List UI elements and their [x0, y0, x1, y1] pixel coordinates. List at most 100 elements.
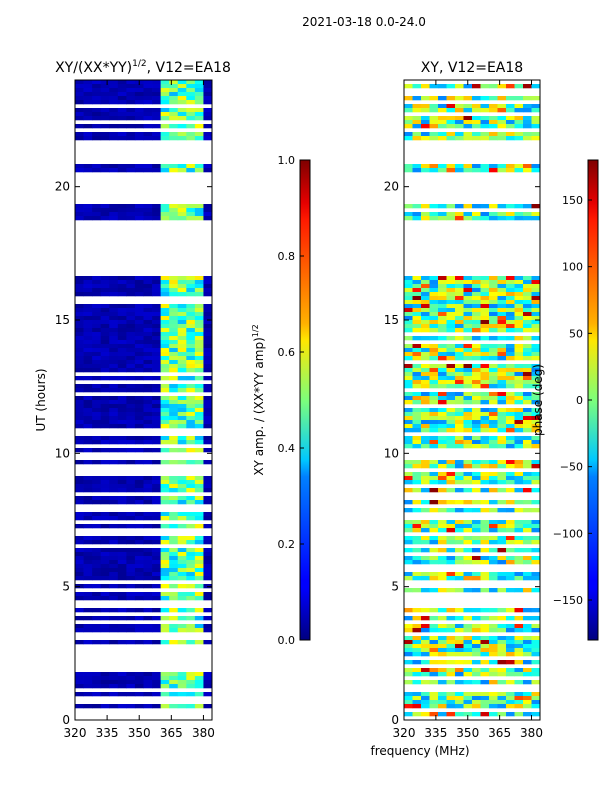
heatmap-cell — [404, 472, 413, 477]
heatmap-cell — [472, 376, 481, 381]
heatmap-cell — [404, 324, 413, 329]
heatmap-cell — [143, 168, 153, 173]
heatmap-cell — [404, 680, 413, 685]
heatmap-cell — [455, 164, 464, 169]
heatmap-cell — [480, 108, 490, 113]
heatmap-cell — [117, 424, 127, 429]
heatmap-cell — [152, 576, 162, 581]
heatmap-cell — [126, 332, 136, 337]
heatmap-cell — [100, 524, 110, 529]
heatmap-cell — [404, 672, 413, 677]
heatmap-cell — [429, 480, 439, 485]
heatmap-cell — [143, 108, 153, 113]
heatmap-cell — [83, 96, 93, 101]
heatmap-cell — [169, 204, 179, 209]
heatmap-cell — [169, 168, 179, 173]
heatmap-cell — [169, 116, 179, 121]
heatmap-cell — [92, 536, 102, 541]
heatmap-cell — [514, 380, 524, 385]
heatmap-cell — [523, 368, 532, 373]
heatmap-cell — [523, 380, 532, 385]
heatmap-cell — [497, 316, 507, 321]
heatmap-cell — [75, 624, 84, 629]
heatmap-cell — [455, 212, 464, 217]
heatmap-cell — [438, 116, 447, 121]
heatmap-cell — [404, 408, 413, 413]
heatmap-cell — [412, 108, 422, 113]
heatmap-cell — [497, 304, 507, 309]
heatmap-cell — [194, 608, 204, 613]
heatmap-cell — [143, 304, 153, 309]
heatmap-cell — [480, 120, 490, 125]
heatmap-cell — [143, 396, 153, 401]
heatmap-cell — [186, 352, 196, 357]
heatmap-cell — [412, 316, 422, 321]
heatmap-cell — [404, 288, 413, 293]
heatmap-cell — [480, 704, 490, 709]
heatmap-cell — [480, 400, 490, 405]
heatmap-cell — [152, 416, 162, 421]
heatmap-cell — [523, 352, 532, 357]
heatmap-cell — [429, 556, 439, 561]
heatmap-cell — [404, 616, 413, 621]
heatmap-cell — [438, 104, 447, 109]
heatmap-cell — [126, 80, 136, 85]
heatmap-cell — [412, 120, 422, 125]
heatmap-cell — [472, 204, 481, 209]
heatmap-cell — [480, 136, 490, 141]
heatmap-cell — [194, 672, 204, 677]
heatmap-cell — [160, 672, 170, 677]
heatmap-cell — [194, 80, 204, 85]
heatmap-cell — [497, 364, 507, 369]
heatmap-cell — [100, 672, 110, 677]
heatmap-cell — [92, 608, 102, 613]
heatmap-cell — [152, 288, 162, 293]
heatmap-cell — [117, 676, 127, 681]
heatmap-cell — [169, 676, 179, 681]
heatmap-cell — [514, 528, 524, 533]
heatmap-cell — [194, 112, 204, 117]
heatmap-cell — [92, 312, 102, 317]
heatmap-cell — [497, 508, 507, 513]
heatmap-cell — [152, 276, 162, 281]
heatmap-cell — [463, 356, 473, 361]
heatmap-cell — [429, 384, 439, 389]
heatmap-cell — [126, 388, 136, 393]
heatmap-cell — [177, 324, 187, 329]
heatmap-cell — [489, 428, 498, 433]
heatmap-cell — [75, 548, 84, 553]
heatmap-cell — [75, 108, 84, 113]
heatmap-cell — [472, 548, 481, 553]
heatmap-cell — [531, 124, 541, 129]
heatmap-cell — [489, 168, 498, 173]
heatmap-cell — [152, 88, 162, 93]
heatmap-cell — [109, 684, 119, 689]
heatmap-cell — [489, 120, 498, 125]
heatmap-cell — [438, 136, 447, 141]
heatmap-cell — [186, 576, 196, 581]
heatmap-cell — [412, 300, 422, 305]
heatmap-cell — [75, 412, 84, 417]
heatmap-cell — [480, 104, 490, 109]
heatmap-cell — [169, 556, 179, 561]
heatmap-cell — [177, 344, 187, 349]
heatmap-cell — [489, 644, 498, 649]
heatmap-cell — [489, 444, 498, 449]
heatmap-cell — [126, 364, 136, 369]
heatmap-cell — [186, 684, 196, 689]
heatmap-cell — [489, 392, 498, 397]
heatmap-cell — [117, 108, 127, 113]
heatmap-cell — [100, 404, 110, 409]
heatmap-cell — [92, 672, 102, 677]
heatmap-cell — [489, 628, 498, 633]
heatmap-cell — [75, 584, 84, 589]
heatmap-cell — [169, 92, 179, 97]
heatmap-cell — [421, 352, 430, 357]
heatmap-cell — [117, 348, 127, 353]
heatmap-cell — [531, 304, 541, 309]
heatmap-cell — [429, 420, 439, 425]
heatmap-cell — [455, 216, 464, 221]
heatmap-cell — [446, 444, 456, 449]
heatmap-cell — [92, 640, 102, 645]
heatmap-cell — [177, 412, 187, 417]
